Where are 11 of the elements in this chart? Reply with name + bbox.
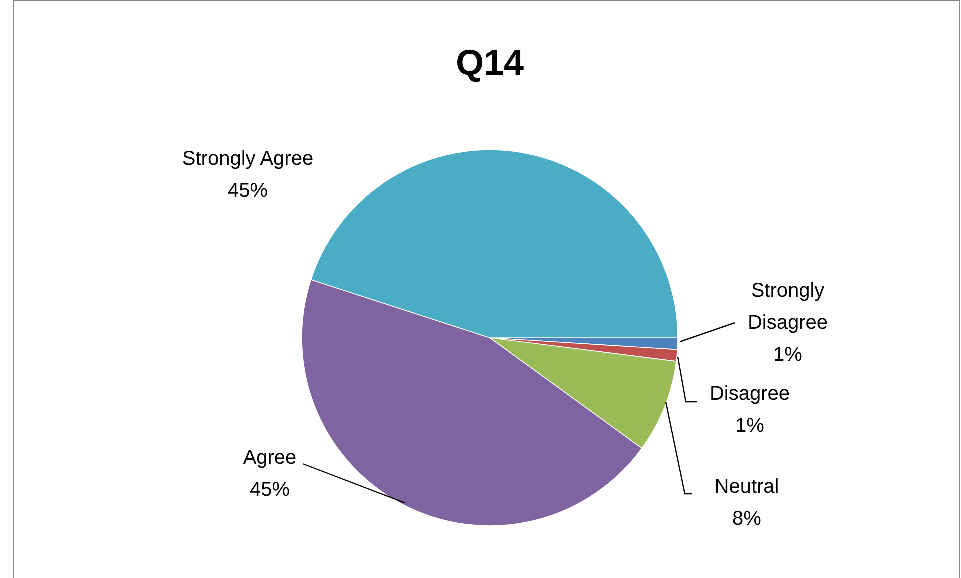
data-label: 8% [732,508,762,530]
slice-label: Disagree [710,383,790,405]
slice-label: Strongly Agree [182,148,314,170]
data-label: 1% [736,415,765,437]
slice-label: Strongly Disagree [748,280,828,334]
chart-title: Q14 [456,42,524,83]
data-label: 45% [228,180,268,202]
data-label: 1% [774,344,803,366]
data-label: 45% [250,479,290,501]
slice-label: Neutral [714,476,780,498]
slice-label: Agree [243,447,297,469]
